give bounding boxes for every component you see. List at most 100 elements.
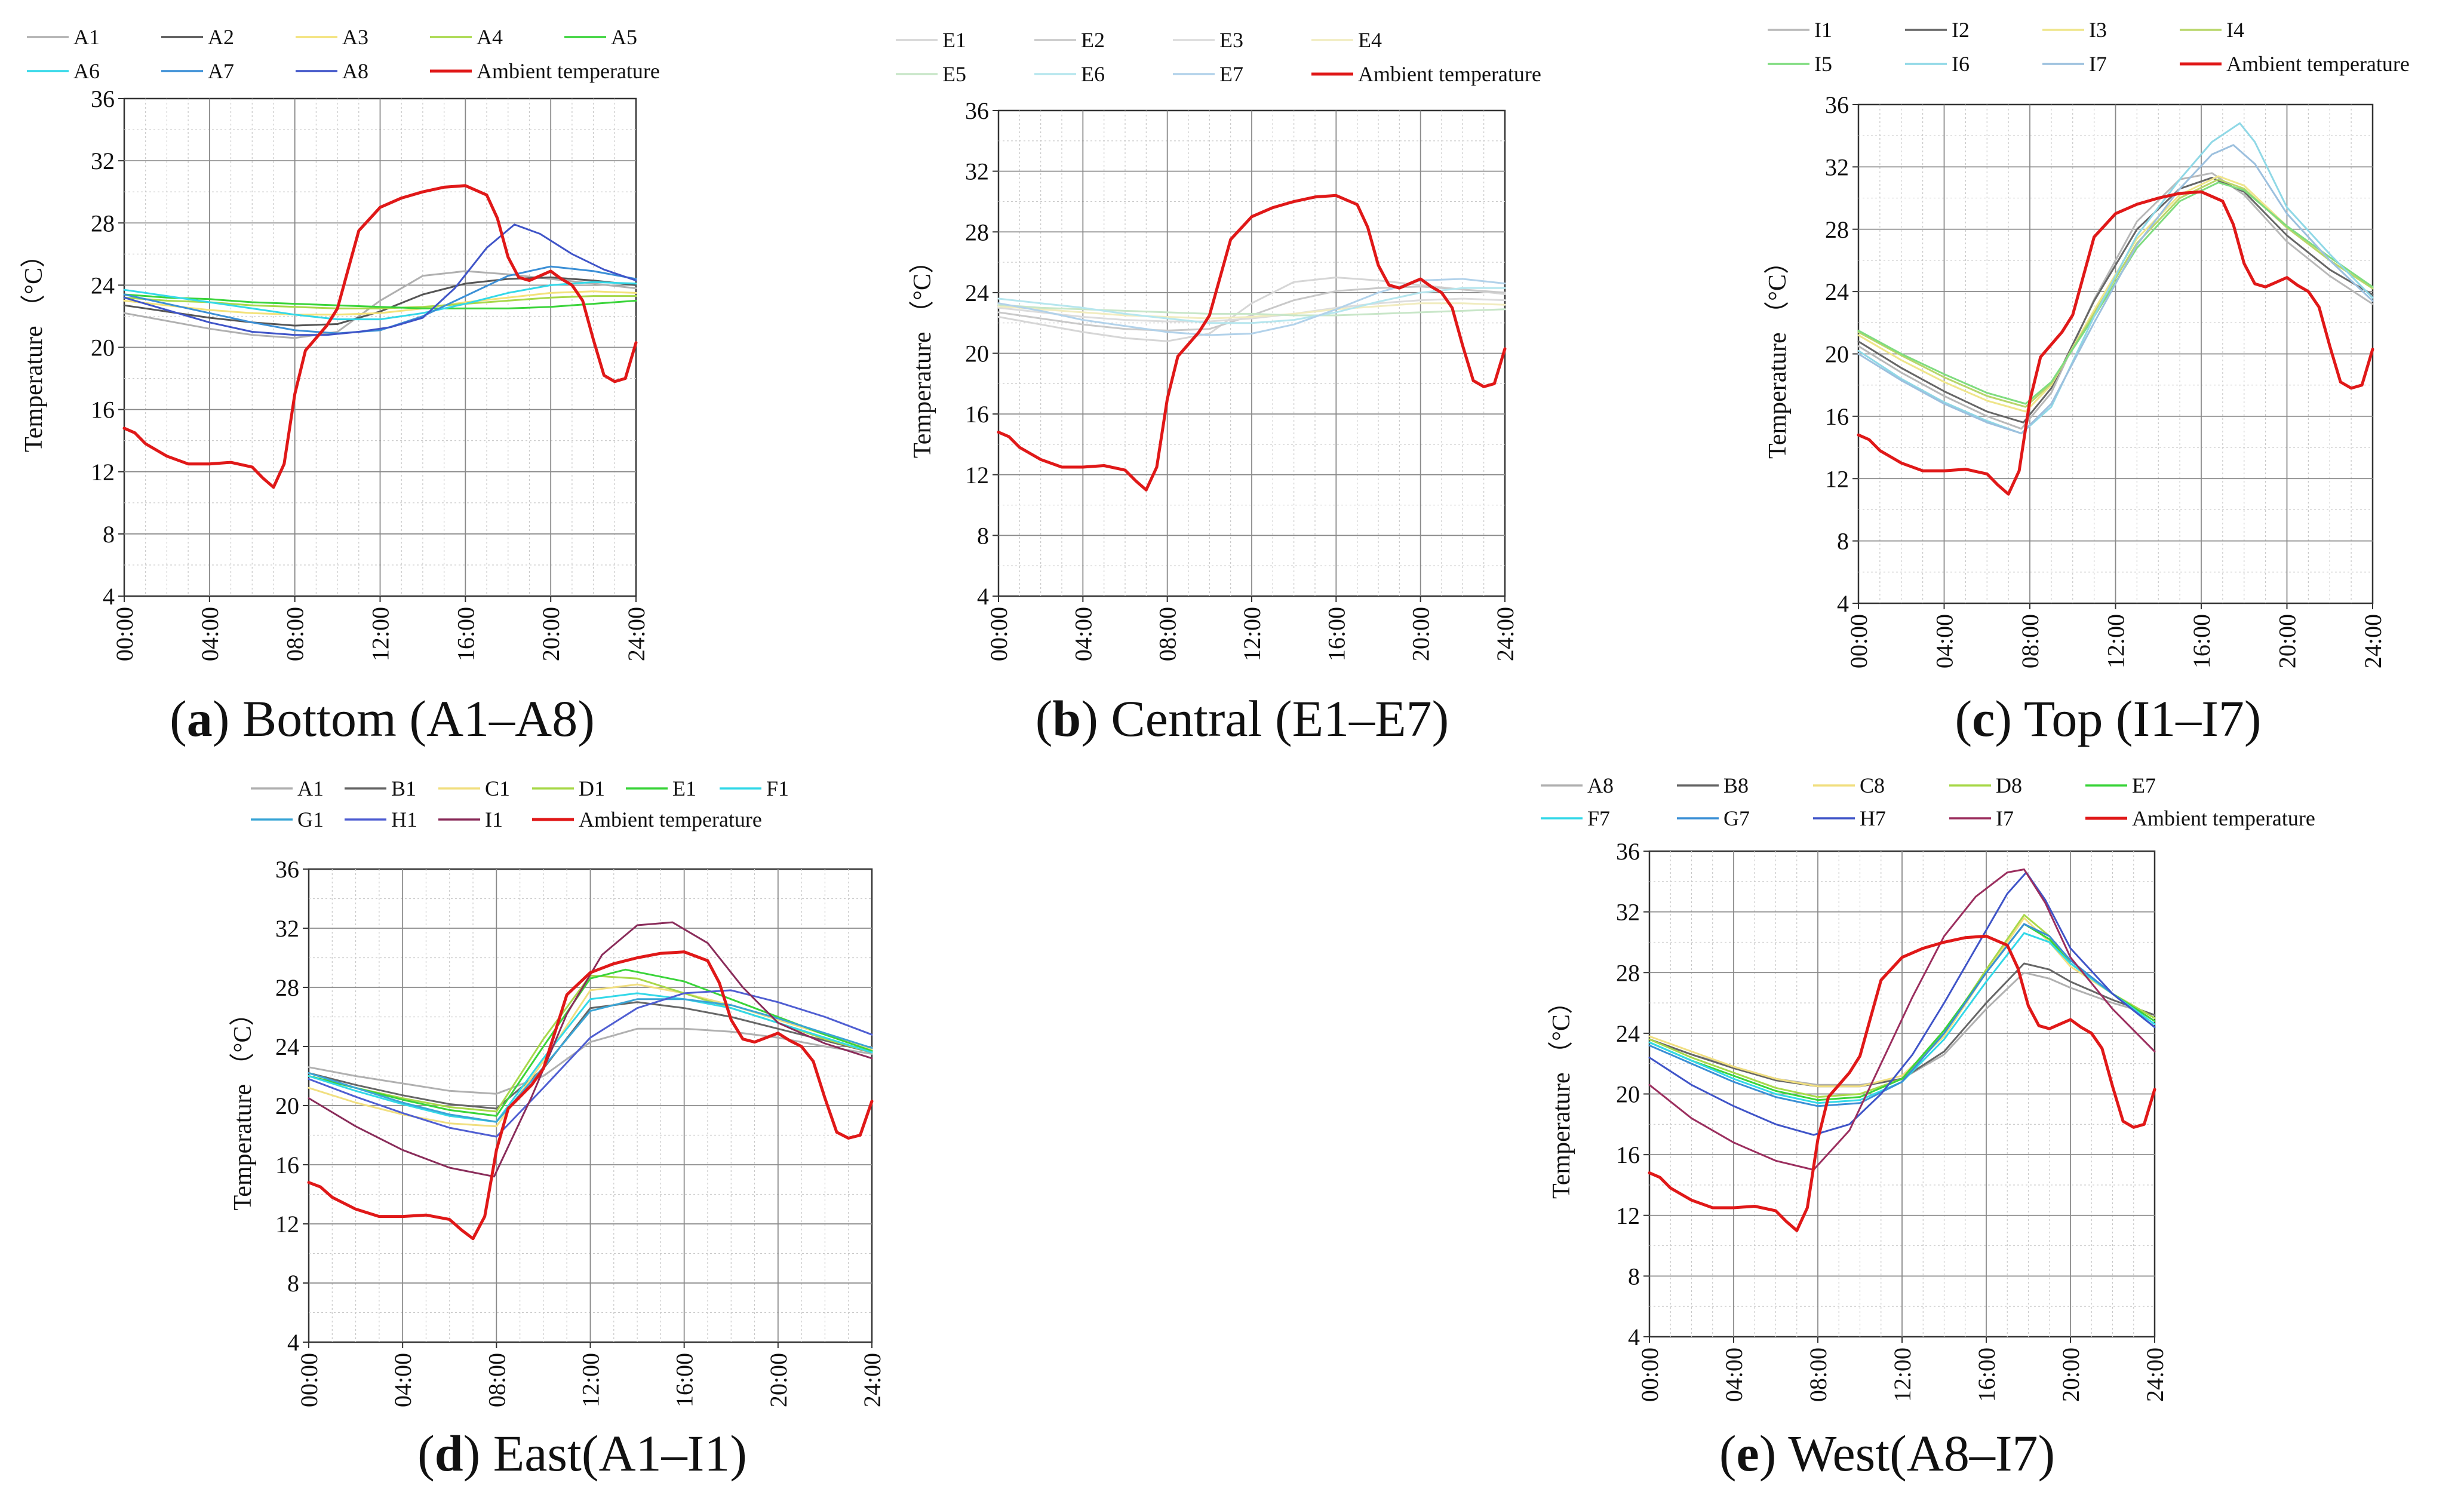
y-tick-label: 12	[965, 462, 989, 489]
series-line-h7	[1648, 871, 2156, 1136]
x-tick-label: 04:00	[196, 607, 223, 661]
legend-label: Ambient temperature	[1358, 62, 1541, 86]
legend-label: C1	[485, 776, 510, 800]
series-line-b1	[308, 1001, 873, 1110]
legend-label: E2	[1081, 28, 1105, 52]
legend-label: B8	[1723, 774, 1749, 797]
legend-label: Ambient temperature	[477, 59, 660, 83]
series-line-a7	[123, 265, 637, 334]
legend-label: D1	[579, 776, 605, 800]
y-tick-label: 32	[91, 148, 115, 174]
legend-label: E6	[1081, 62, 1105, 86]
legend-label: E4	[1358, 28, 1382, 52]
series-line-e3	[997, 297, 1506, 323]
panel-caption: (c) Top (I1–I7)	[1955, 690, 2262, 747]
x-tick-label: 16:00	[2188, 614, 2215, 668]
series-line-a1	[308, 1027, 873, 1095]
y-tick-label: 28	[1825, 216, 1849, 243]
y-tick-label: 32	[965, 158, 989, 185]
legend-label: A8	[342, 59, 368, 83]
y-tick-label: 20	[965, 340, 989, 367]
series-line-e5	[997, 303, 1506, 317]
legend-label: A6	[73, 59, 100, 83]
legend-label: A2	[208, 25, 234, 49]
legend-label: G1	[297, 808, 324, 831]
legend-label: A7	[208, 59, 234, 83]
y-tick-label: 16	[1825, 403, 1849, 430]
legend-label: I1	[1814, 18, 1832, 42]
y-tick-label: 12	[1616, 1202, 1640, 1229]
y-axis-label: Temperature （°C）	[20, 243, 48, 452]
y-tick-label: 16	[275, 1152, 299, 1178]
series-line-ambient-temperature	[307, 950, 874, 1241]
series-line-a3	[123, 290, 637, 316]
series-line-ambient-temperature	[1648, 934, 2156, 1232]
x-tick-label: 00:00	[296, 1353, 322, 1407]
series-line-c1	[308, 983, 873, 1128]
panel-c: 4 8 12 16 20 24 28 32 36 00:00 04:00 08:00 12:00 16:0…	[1764, 18, 2410, 747]
x-tick-label: 08:00	[483, 1353, 510, 1407]
y-tick-label: 16	[91, 397, 115, 423]
y-tick-label: 12	[91, 459, 115, 486]
x-tick-label: 16:00	[1973, 1348, 2000, 1402]
y-tick-label: 4	[1628, 1324, 1640, 1351]
x-tick-label: 24:00	[623, 607, 650, 661]
series-line-e1	[308, 968, 873, 1117]
x-tick-label: 04:00	[1931, 614, 1958, 668]
panel-caption: (d) East(A1–I1)	[417, 1425, 747, 1482]
x-tick-label: 00:00	[1636, 1348, 1663, 1402]
panel-a: 4 8 12 16 20 24 28 32 36 00:00 04:00 08:00 12:00 16:0…	[20, 25, 660, 747]
y-tick-label: 28	[91, 210, 115, 237]
y-tick-label: 32	[275, 915, 299, 942]
y-tick-label: 8	[977, 522, 989, 549]
legend-label: F7	[1587, 806, 1610, 830]
series-line-e1	[997, 277, 1506, 342]
series-line-a5	[123, 293, 637, 309]
legend-label: E7	[2132, 774, 2156, 797]
series-line-ambient-temperature	[122, 184, 638, 489]
panel-caption: (e) West(A8–I7)	[1719, 1425, 2055, 1482]
y-tick-label: 8	[287, 1270, 299, 1297]
legend-label: I2	[1952, 18, 1970, 42]
y-tick-label: 8	[103, 521, 115, 548]
legend-label: H1	[391, 808, 417, 831]
y-tick-label: 4	[977, 583, 989, 610]
series-line-a8	[123, 223, 637, 336]
panel-e: 4 8 12 16 20 24 28 32 36 00:00 04:00 08:00 12:00 16:0…	[1541, 774, 2315, 1482]
y-tick-label: 24	[91, 272, 115, 299]
x-tick-label: 12:00	[1239, 607, 1265, 661]
x-tick-label: 24:00	[2359, 614, 2386, 668]
legend-label: A1	[297, 776, 324, 800]
series-line-e2	[997, 286, 1506, 332]
y-axis-label: Temperature （°C）	[1764, 249, 1792, 459]
y-tick-label: 32	[1616, 899, 1640, 926]
x-tick-label: 16:00	[1323, 607, 1350, 661]
panel-caption: (b) Central (E1–E7)	[1036, 690, 1449, 747]
x-tick-label: 00:00	[111, 607, 138, 661]
y-tick-label: 16	[965, 401, 989, 428]
y-axis-label: Temperature （°C）	[909, 248, 936, 458]
y-tick-label: 20	[1616, 1081, 1640, 1108]
x-tick-label: 12:00	[2103, 614, 2130, 668]
legend-label: I1	[485, 808, 503, 831]
x-tick-label: 20:00	[2274, 614, 2301, 668]
x-tick-label: 08:00	[282, 607, 309, 661]
x-tick-label: 12:00	[1889, 1348, 1916, 1402]
y-tick-label: 4	[1837, 590, 1849, 617]
legend-label: I7	[2089, 52, 2107, 76]
series-line-e6	[997, 287, 1506, 324]
legend-label: B1	[391, 776, 416, 800]
series-line-ambient-temperature	[1857, 190, 2374, 496]
y-tick-label: 12	[1825, 465, 1849, 492]
series-line-a6	[123, 281, 637, 321]
y-tick-label: 4	[287, 1329, 299, 1356]
series-line-g7	[1648, 923, 2156, 1107]
x-tick-label: 24:00	[1492, 607, 1519, 661]
legend-label: A3	[342, 25, 368, 49]
series-line-f7	[1648, 932, 2156, 1104]
y-tick-label: 20	[1825, 341, 1849, 368]
y-tick-label: 24	[275, 1033, 299, 1060]
legend-label: I5	[1814, 52, 1832, 76]
legend-label: I3	[2089, 18, 2107, 42]
